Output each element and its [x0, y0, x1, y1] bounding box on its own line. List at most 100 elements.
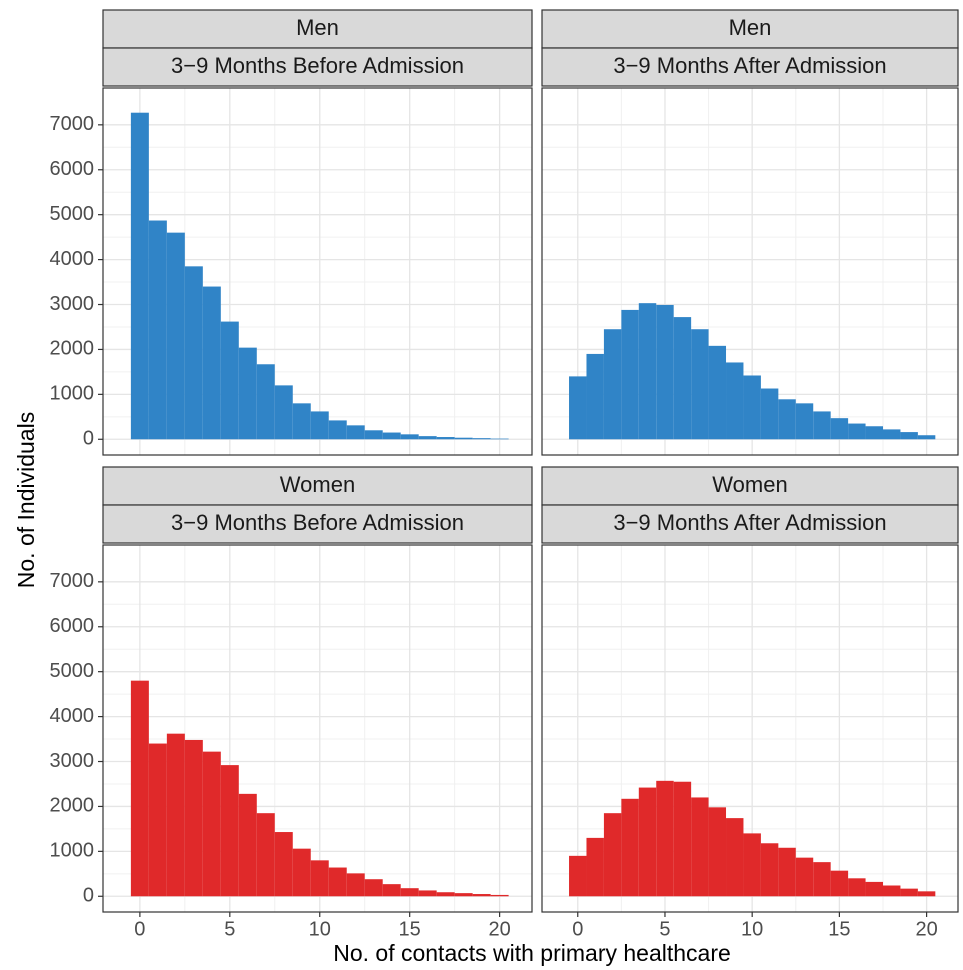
histogram-bar [708, 345, 727, 440]
histogram-bar [569, 376, 587, 440]
histogram-bar [603, 329, 622, 440]
histogram-bar [848, 878, 866, 897]
histogram-bar [418, 436, 437, 440]
histogram-bar [454, 893, 473, 897]
histogram-bar [292, 403, 311, 440]
x-tick-label: 10 [309, 918, 331, 940]
histogram-bar [256, 813, 275, 897]
strip [541, 47, 959, 87]
y-tick-label: 1000 [50, 840, 95, 862]
histogram-bar [621, 309, 639, 440]
y-tick-label: 6000 [50, 615, 95, 637]
histogram-bar [673, 317, 692, 440]
y-tick-label: 4000 [50, 248, 95, 270]
panel-border [102, 544, 533, 913]
histogram-bar [848, 423, 866, 440]
y-tick-label: 5000 [50, 203, 95, 225]
strip-label: Men [729, 15, 772, 40]
histogram-bar [364, 879, 383, 897]
histogram-bar [778, 399, 796, 440]
x-axis-title: No. of contacts with primary healthcare [333, 940, 731, 966]
y-tick-label: 2000 [50, 338, 95, 360]
histogram-bar [166, 232, 185, 440]
histogram-bar [310, 411, 329, 440]
histogram-bar [490, 894, 509, 897]
histogram-bar [328, 867, 347, 897]
histogram-bar [472, 894, 491, 897]
histogram-bar [900, 432, 918, 440]
x-tick-label: 5 [224, 918, 235, 940]
strip-label: Women [712, 472, 787, 497]
histogram-bar [621, 798, 639, 897]
histogram-bar [454, 437, 473, 440]
strip [541, 9, 959, 49]
y-tick-label: 7000 [50, 113, 95, 135]
histogram-bar [795, 403, 814, 440]
panel-border [541, 87, 959, 456]
histogram-bar [472, 438, 491, 440]
strip-label: 3−9 Months Before Admission [171, 53, 464, 78]
histogram-bar [346, 425, 365, 440]
strip [102, 504, 533, 544]
histogram-bar [130, 680, 149, 897]
strip [102, 47, 533, 87]
histogram-bar [726, 362, 744, 440]
histogram-bar [586, 353, 604, 440]
histogram-bar [328, 420, 347, 440]
histogram-bar [813, 411, 831, 440]
x-tick-label: 5 [659, 918, 670, 940]
y-tick-label: 5000 [50, 660, 95, 682]
x-tick-label: 15 [828, 918, 850, 940]
strip-label: Women [280, 472, 355, 497]
x-tick-label: 10 [741, 918, 763, 940]
strip [541, 504, 959, 544]
histogram-bar [490, 438, 509, 440]
histogram-bar [603, 813, 622, 897]
histogram-bar [656, 780, 674, 897]
histogram-bar [813, 862, 831, 897]
histogram-bar [760, 843, 779, 897]
histogram-bar [436, 892, 455, 897]
strip [541, 466, 959, 506]
y-tick-label: 4000 [50, 705, 95, 727]
y-axis-title: No. of Individuals [13, 412, 39, 588]
histogram-bar [569, 855, 587, 897]
histogram-bar [917, 891, 936, 897]
x-tick-label: 0 [134, 918, 145, 940]
histogram-bar [795, 857, 814, 897]
histogram-bar [743, 375, 761, 440]
y-tick-label: 7000 [50, 570, 95, 592]
panel-border [541, 544, 959, 913]
strip-label: 3−9 Months After Admission [613, 53, 886, 78]
histogram-bar [691, 329, 709, 440]
y-tick-label: 3000 [50, 293, 95, 315]
y-tick-label: 1000 [50, 383, 95, 405]
histogram-bar [238, 347, 257, 440]
histogram-bar [865, 426, 883, 440]
strip [102, 466, 533, 506]
strip-label: 3−9 Months After Admission [613, 510, 886, 535]
histogram-bar [418, 890, 437, 897]
histogram-bar [400, 888, 419, 897]
histogram-bar [708, 807, 727, 897]
y-tick-label: 0 [83, 428, 94, 450]
histogram-bar [830, 870, 849, 897]
histogram-bar [274, 385, 293, 440]
histogram-bar [656, 304, 674, 440]
histogram-bar [917, 435, 936, 440]
histogram-bar [238, 793, 257, 897]
histogram-bar [148, 743, 167, 897]
histogram-bar [220, 765, 239, 897]
panel-border [102, 87, 533, 456]
histogram-bar [900, 888, 918, 897]
histogram-bar [586, 837, 604, 897]
histogram-bar [274, 832, 293, 897]
y-tick-label: 0 [83, 885, 94, 907]
histogram-bar [726, 818, 744, 897]
histogram-bar [382, 884, 401, 897]
strip-label: Men [296, 15, 339, 40]
y-tick-label: 6000 [50, 158, 95, 180]
histogram-bar [830, 418, 849, 440]
histogram-bar [202, 751, 221, 897]
